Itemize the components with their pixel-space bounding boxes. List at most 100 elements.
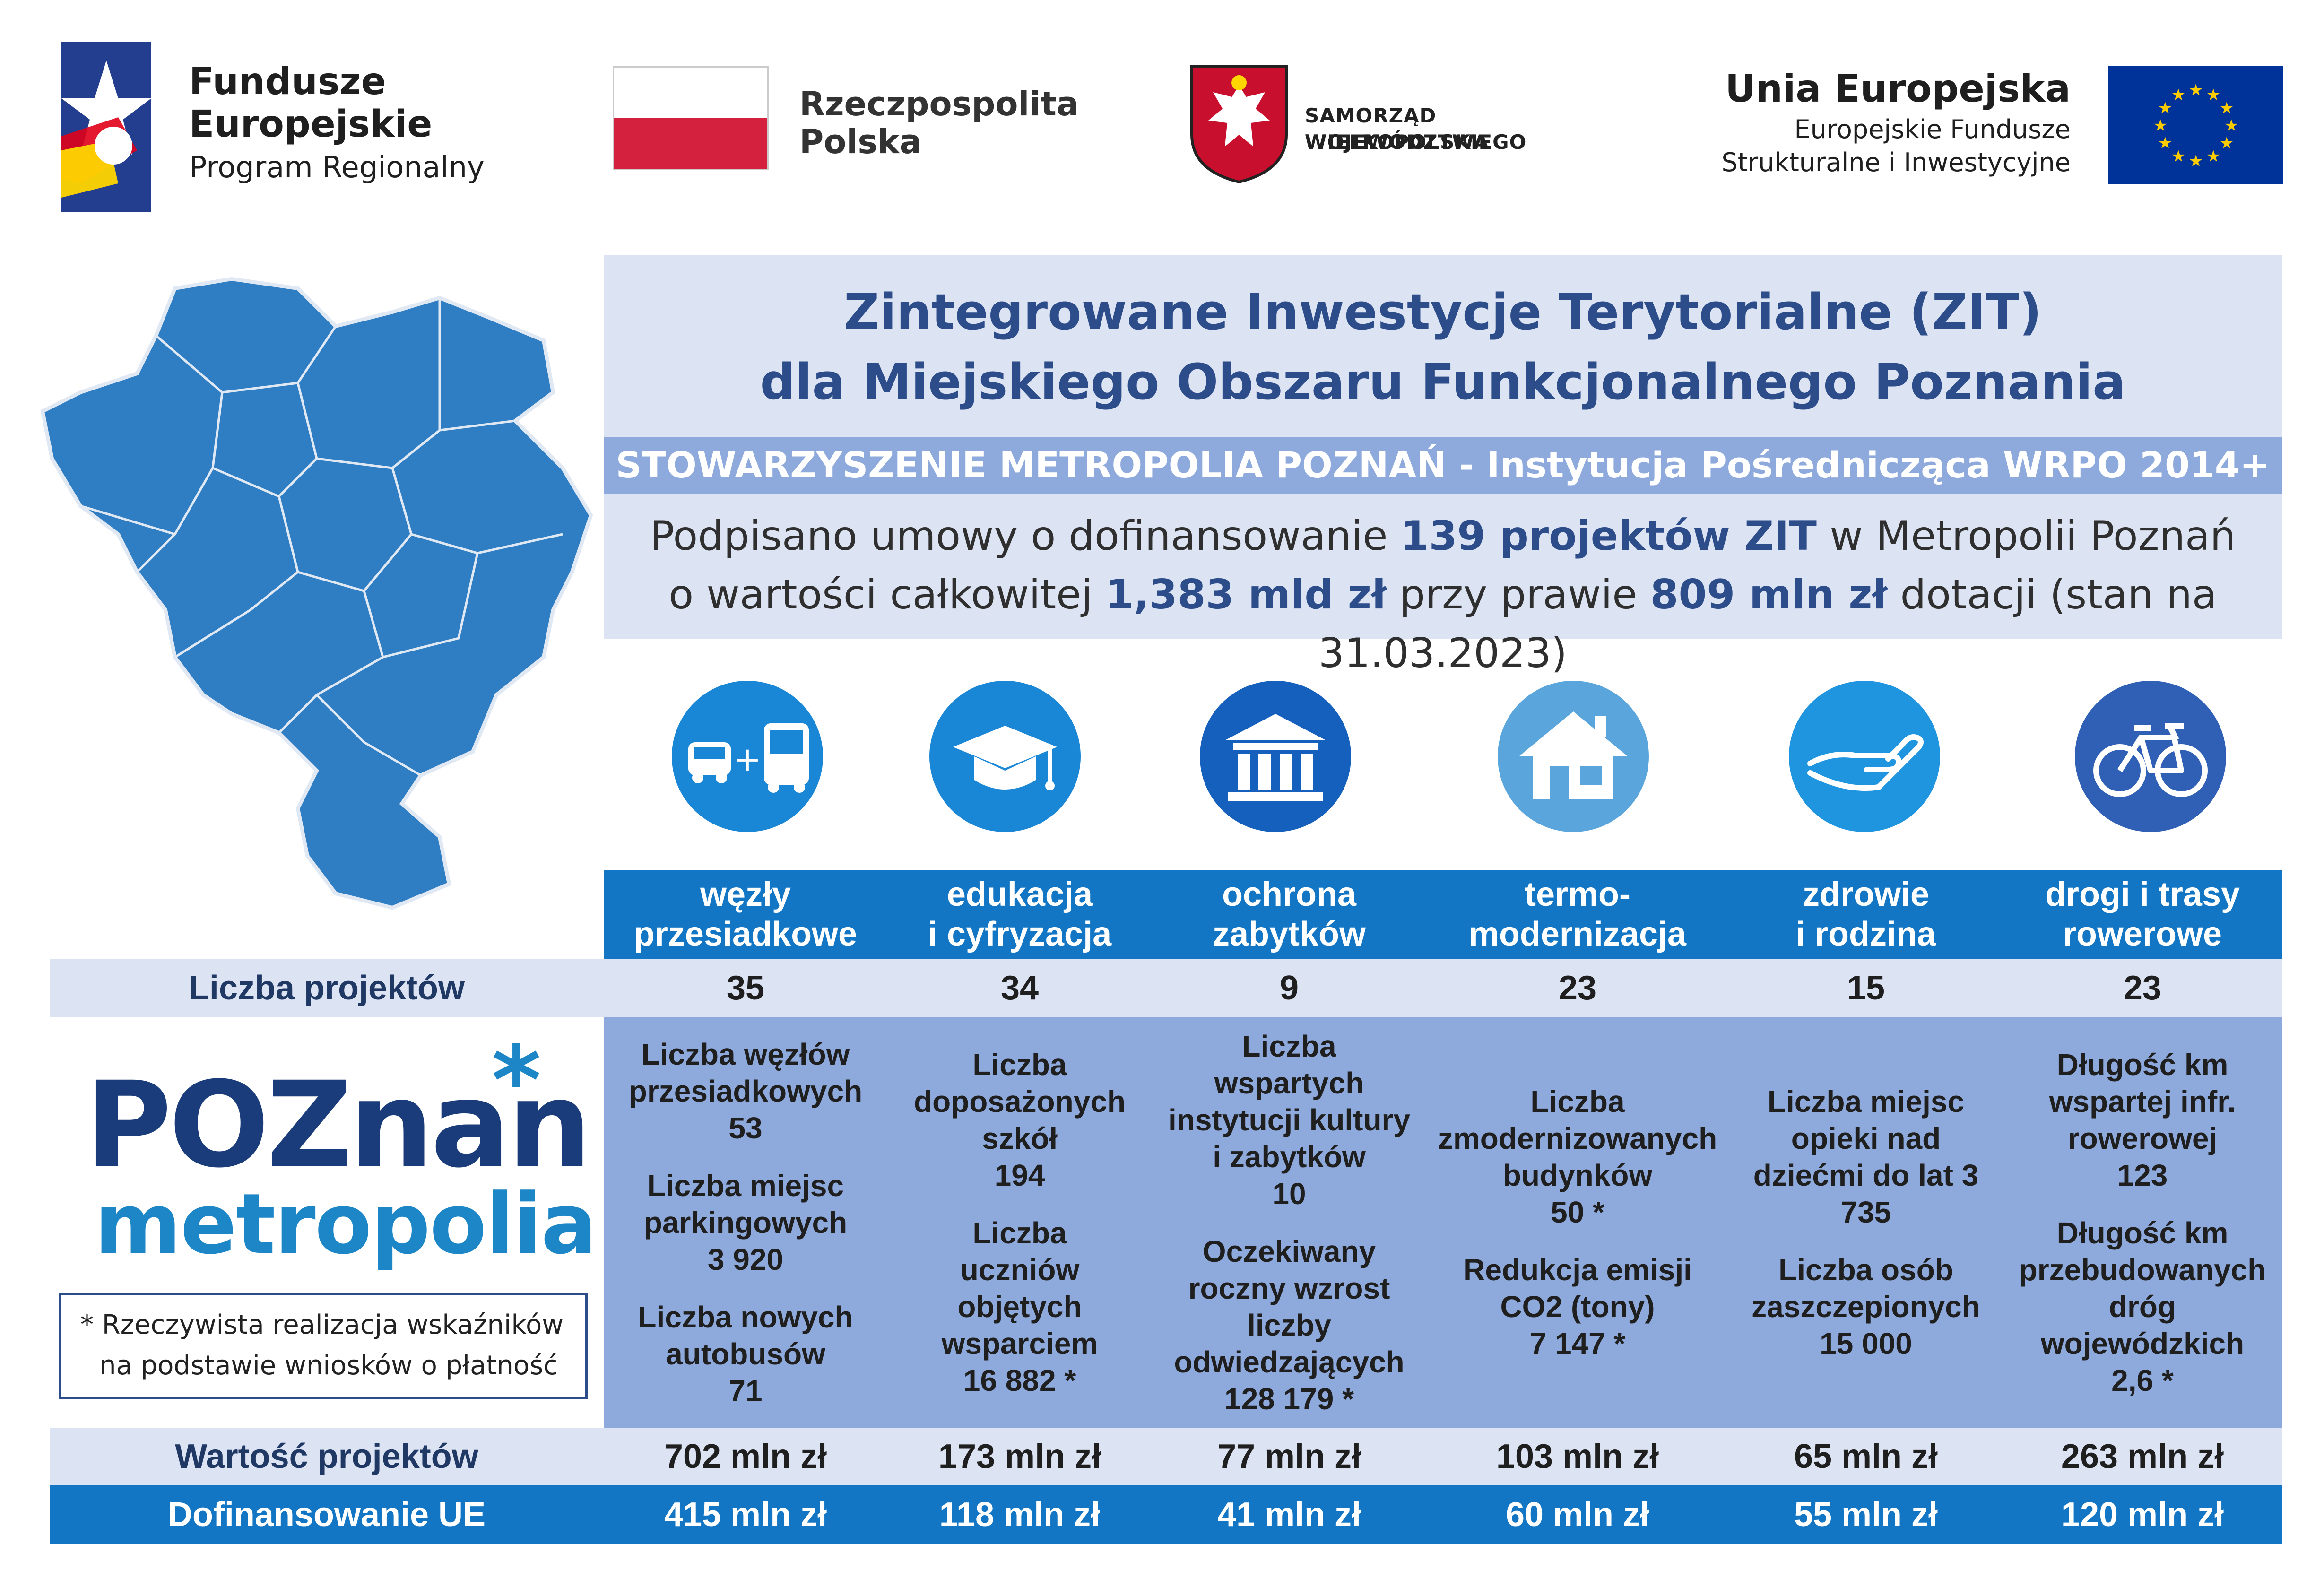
metropolia-map bbox=[40, 277, 593, 910]
summary-part: przy prawie bbox=[1386, 571, 1650, 618]
indicator: Długość km przebudowanych dróg wojewódzkich… bbox=[2019, 1215, 2266, 1399]
bicycle-icon bbox=[2075, 681, 2226, 832]
ind-line: Długość km bbox=[2056, 1048, 2229, 1082]
fundusze-europejskie-logo: Fundusze Europejskie Program Regionalny bbox=[61, 42, 496, 217]
ind-line: Redukcja emisji bbox=[1463, 1253, 1692, 1287]
indicators-col-4: Liczba zmodernizowanych budynków 50 * Reduk… bbox=[1426, 1017, 1729, 1428]
fundusze-line1: Fundusze bbox=[189, 61, 386, 103]
ind-line: Liczba węzłów bbox=[641, 1037, 850, 1071]
category-header-1: węzły przesiadkowe bbox=[604, 870, 887, 959]
value-cell: 77 mln zł bbox=[1217, 1438, 1361, 1475]
eu-flag-icon: ★ ★★ ★★★ ★★★ ★★★ bbox=[2108, 66, 2283, 184]
ind-line: parkingowych bbox=[643, 1206, 848, 1240]
indicators-col-3: Liczba wspartych instytucji kultury i zabyt… bbox=[1152, 1017, 1426, 1428]
ind-line: 16 882 * bbox=[963, 1363, 1076, 1397]
indicator: Liczba wspartych instytucji kultury i zabyt… bbox=[1168, 1028, 1410, 1212]
category-line: i rodzina bbox=[1795, 915, 1936, 953]
svg-text:★: ★ bbox=[2153, 116, 2168, 135]
ind-line: 10 bbox=[1272, 1177, 1306, 1211]
ind-line: wojewódzkich bbox=[2040, 1327, 2245, 1361]
category-line: termo- bbox=[1524, 876, 1630, 913]
ind-line: wsparciem bbox=[941, 1327, 1098, 1361]
ind-line: wspartej infr. bbox=[2049, 1084, 2236, 1119]
summary-part: o wartości całkowitej bbox=[668, 571, 1106, 618]
svg-text:★: ★ bbox=[2158, 99, 2172, 118]
summary-projects: 139 projektów ZIT bbox=[1400, 512, 1817, 560]
ind-line: instytucji kultury bbox=[1168, 1103, 1411, 1137]
ind-line: Długość km bbox=[2056, 1216, 2229, 1250]
ind-line: Liczba bbox=[972, 1216, 1067, 1250]
svg-text:★: ★ bbox=[2171, 147, 2185, 166]
category-header-4: termo-modernizacja bbox=[1426, 870, 1729, 959]
count-cell: 15 bbox=[1847, 969, 1885, 1007]
eu-cell: 41 mln zł bbox=[1217, 1496, 1361, 1534]
ind-line: objętych bbox=[957, 1290, 1082, 1324]
indicators-col-1: Liczba węzłów przesiadkowych 53 Liczba mie… bbox=[604, 1017, 887, 1428]
samorzad-logo: SAMORZĄD WOJEWÓDZTWA WIELKOPOLSKIEGO bbox=[1189, 64, 1615, 187]
eu-cell: 415 mln zł bbox=[664, 1496, 827, 1534]
ind-line: odwiedzających bbox=[1174, 1345, 1405, 1379]
graduation-cap-icon bbox=[929, 681, 1081, 832]
indicator: Liczba osób zaszczepionych 15 000 bbox=[1752, 1251, 1980, 1362]
ind-line: 15 000 bbox=[1820, 1327, 1912, 1361]
rzeczpospolita-logo: Rzeczpospolita Polska bbox=[613, 66, 1079, 180]
unia-sub1: Europejskie Fundusze bbox=[1794, 114, 2071, 144]
ind-line: liczby bbox=[1247, 1308, 1331, 1342]
asterisk-icon: * bbox=[492, 1026, 541, 1136]
svg-text:★: ★ bbox=[2220, 134, 2234, 153]
ind-line: 123 bbox=[2117, 1158, 2168, 1192]
footnote-box: * Rzeczywista realizacja wskaźników na p… bbox=[59, 1293, 588, 1399]
category-line: zabytków bbox=[1212, 915, 1366, 953]
ind-line: szkół bbox=[981, 1121, 1058, 1155]
row-project-count bbox=[50, 959, 2282, 1017]
count-cell: 9 bbox=[1279, 969, 1299, 1007]
category-line: węzły bbox=[700, 876, 791, 913]
value-cell: 702 mln zł bbox=[664, 1438, 827, 1475]
ind-line: 50 * bbox=[1551, 1195, 1604, 1229]
ind-line: autobusów bbox=[666, 1337, 825, 1371]
ind-line: uczniów bbox=[960, 1253, 1080, 1287]
unia-title: Unia Europejska bbox=[1725, 67, 2071, 111]
ind-line: Liczba bbox=[1530, 1084, 1625, 1119]
count-cell: 23 bbox=[1558, 969, 1597, 1007]
ind-line: dziećmi do lat 3 bbox=[1753, 1158, 1979, 1192]
rzeczpospolita-line2: Polska bbox=[799, 122, 922, 161]
svg-text:★: ★ bbox=[2158, 134, 2172, 153]
ind-line: wspartych bbox=[1214, 1066, 1364, 1100]
row-label-count: Liczba projektów bbox=[188, 969, 465, 1007]
ind-line: opieki nad bbox=[1791, 1121, 1941, 1155]
ind-line: doposażonych bbox=[913, 1084, 1126, 1119]
category-line: ochrona bbox=[1222, 876, 1356, 913]
summary-part: w Metropolii Poznań bbox=[1816, 512, 2236, 560]
header-summary-line1: Podpisano umowy o dofinansowanie 139 pro… bbox=[604, 507, 2282, 565]
ind-line: zaszczepionych bbox=[1752, 1290, 1980, 1324]
ind-line: dróg bbox=[2108, 1290, 2177, 1324]
header-summary-line2: o wartości całkowitej 1,383 mld zł przy … bbox=[604, 565, 2282, 683]
category-line: rowerowe bbox=[2063, 915, 2222, 953]
ind-line: Liczba bbox=[972, 1048, 1067, 1082]
svg-text:★: ★ bbox=[2224, 116, 2238, 135]
ind-line: Liczba miejsc bbox=[647, 1169, 844, 1203]
fundusze-star-icon bbox=[61, 42, 151, 212]
ind-line: przesiadkowych bbox=[628, 1074, 863, 1108]
count-cell: 23 bbox=[2123, 969, 2162, 1007]
eu-cell: 118 mln zł bbox=[939, 1496, 1101, 1534]
bus-car-icon: + bbox=[672, 681, 823, 832]
category-line: drogi i trasy bbox=[2045, 876, 2240, 913]
category-line: przesiadkowe bbox=[633, 915, 858, 953]
category-line: edukacja bbox=[946, 876, 1093, 913]
eu-cell: 60 mln zł bbox=[1505, 1496, 1650, 1534]
polish-flag-icon bbox=[613, 66, 769, 170]
row-label-eu: Dofinansowanie UE bbox=[167, 1496, 486, 1534]
unia-sub2: Strukturalne i Inwestycyjne bbox=[1721, 147, 2071, 177]
indicators-col-6: Długość km wspartej infr. rowerowej 123 Dłu… bbox=[2003, 1017, 2282, 1428]
svg-text:+: + bbox=[734, 740, 762, 779]
indicators-col-2: Liczba doposażonych szkół 194 Liczba uczniów… bbox=[887, 1017, 1152, 1428]
ind-line: roczny wzrost bbox=[1188, 1271, 1390, 1305]
ind-line: 3 920 bbox=[707, 1242, 784, 1276]
poznan-wordmark: POZnan bbox=[85, 1056, 592, 1194]
house-icon bbox=[1498, 681, 1649, 832]
fundusze-line2: Europejskie bbox=[189, 103, 433, 146]
svg-text:★: ★ bbox=[2189, 81, 2203, 100]
